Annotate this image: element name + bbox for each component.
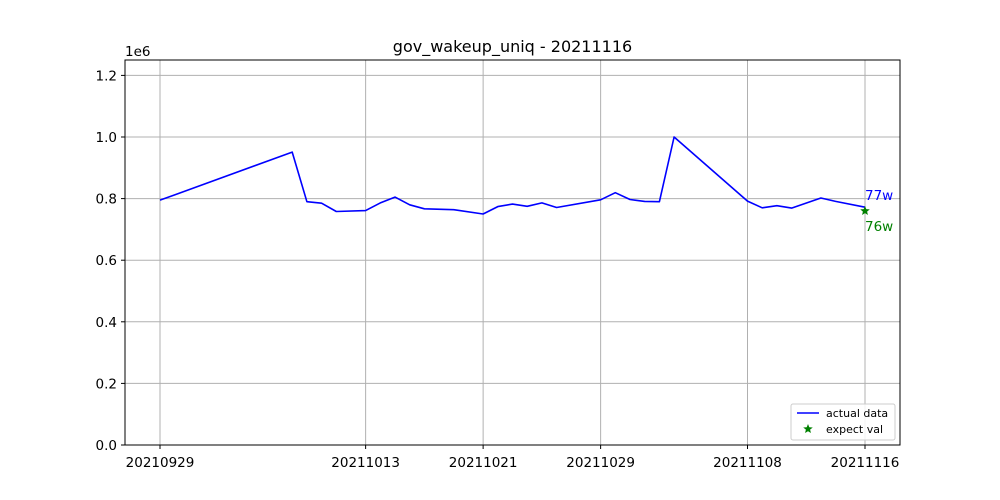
x-tick-label: 20211116 [831,455,900,471]
chart-title: gov_wakeup_uniq - 20211116 [393,37,632,57]
y-axis: 0.0 0.2 0.4 0.6 0.8 1.0 1.2 [96,68,125,454]
legend: actual data expect val [790,403,896,441]
y-tick-label: 0.8 [96,192,117,208]
axes-frame [124,59,901,446]
expect-val-point [860,205,870,215]
annotations: 77w 76w [865,188,893,235]
legend-label-expect: expect val [826,423,883,436]
x-tick-label: 20210929 [126,455,195,471]
legend-label-actual: actual data [826,407,888,420]
y-axis-offset-label: 1e6 [125,44,150,60]
y-tick-label: 0.0 [96,438,117,454]
grid [125,60,900,446]
x-tick-label: 20211029 [566,455,635,471]
y-tick-label: 1.2 [96,68,117,84]
y-tick-label: 0.4 [96,315,117,331]
x-tick-label: 20211021 [449,455,518,471]
series-actual-data-line [159,136,866,215]
x-tick-label: 20211108 [713,455,782,471]
x-axis: 20210929 20211013 20211021 20211029 20211108… [126,445,900,471]
annotation-actual-value: 77w [865,188,893,204]
legend-star-swatch [803,424,813,434]
annotation-expect-value: 76w [865,219,893,235]
y-tick-label: 0.2 [96,376,117,392]
x-tick-label: 20211013 [331,455,400,471]
y-tick-label: 1.0 [96,130,117,146]
series-layer [159,136,870,215]
y-tick-label: 0.6 [96,253,117,269]
